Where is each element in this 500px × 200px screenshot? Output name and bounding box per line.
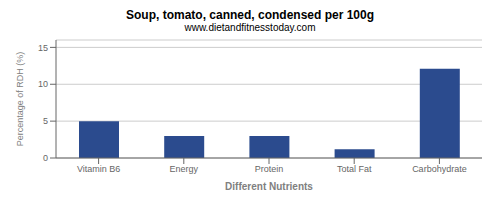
svg-text:5: 5	[43, 116, 48, 126]
svg-text:Percentage of RDH (%): Percentage of RDH (%)	[15, 52, 25, 147]
html-text:Soup, tomato, canned, condense: Soup, tomato, canned, condensed per 100g	[126, 8, 374, 22]
svg-text:0: 0	[43, 153, 48, 163]
svg-text:Energy: Energy	[170, 164, 199, 174]
svg-text:10: 10	[38, 79, 48, 89]
svg-text:Vitamin B6: Vitamin B6	[77, 164, 120, 174]
html-text:www.dietandfitnesstoday.com: www.dietandfitnesstoday.com	[184, 22, 316, 33]
svg-text:Protein: Protein	[255, 164, 284, 174]
svg-text:Carbohydrate: Carbohydrate	[412, 164, 467, 174]
svg-text:Different Nutrients: Different Nutrients	[225, 181, 313, 190]
svg-text:Total Fat: Total Fat	[337, 164, 372, 174]
svg-text:15: 15	[38, 43, 48, 53]
